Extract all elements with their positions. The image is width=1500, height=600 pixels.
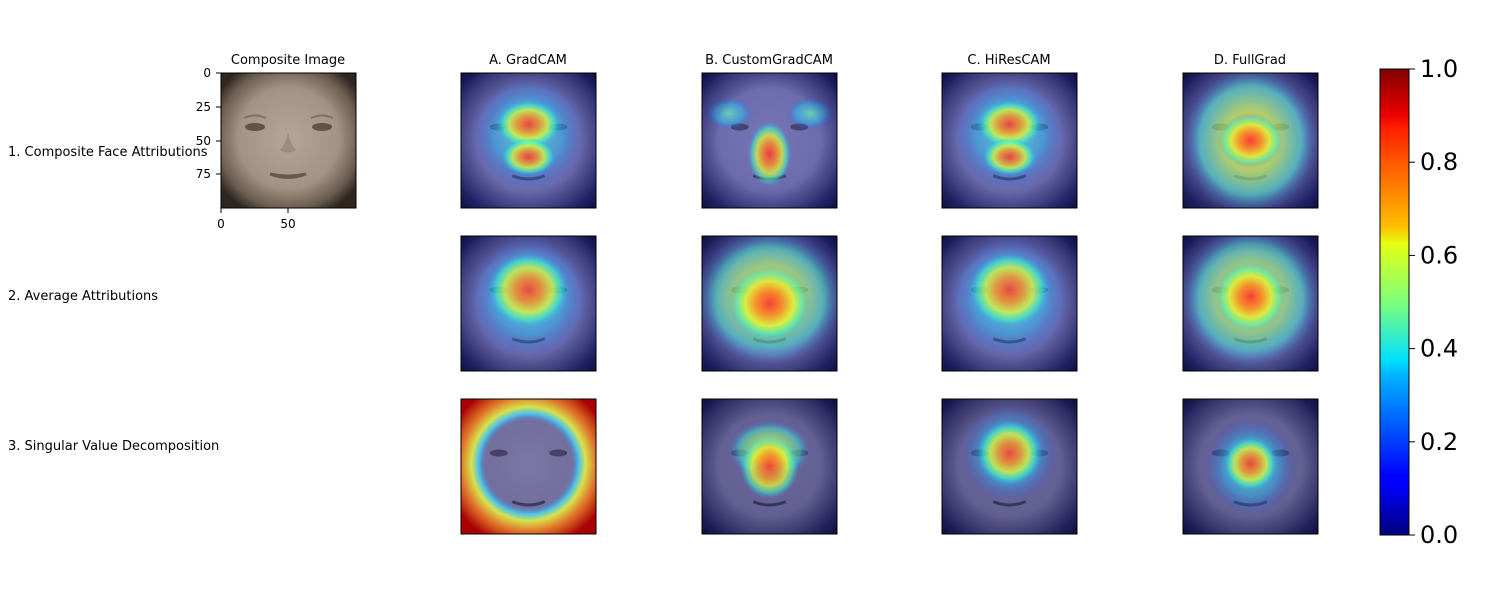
heatmap-panel-r3-a [460,398,597,535]
heatmap-panel-r1-d [1182,72,1319,209]
heatmap-panel-r3-c [941,398,1078,535]
heatmap-panel-r1-a [460,72,597,209]
composite-title: Composite Image [231,53,345,68]
heatmap-panel-r2-b [701,235,838,372]
heatmap-panel-r2-d [1182,235,1319,372]
colorbar-tick-label: 0.6 [1420,241,1458,269]
colorbar-tick-label: 0.8 [1420,148,1458,176]
column-title-customgradcam: B. CustomGradCAM [705,53,833,68]
colorbar-tick-label: 1.0 [1420,55,1458,83]
column-title-fullgrad: D. FullGrad [1214,53,1286,68]
colorbar-ticks: 0.0 0.2 0.4 0.6 0.8 1.0 [1409,55,1458,549]
x-tick-label: 50 [280,217,295,231]
column-title-gradcam: A. GradCAM [489,53,567,68]
colorbar-tick-label: 0.0 [1420,521,1458,549]
composite-image-panel: 0 25 50 75 0 50 [196,66,357,231]
row-label-average: 2. Average Attributions [8,289,158,304]
colorbar-tick-label: 0.4 [1420,335,1458,363]
colorbar-gradient [1379,68,1410,536]
heatmap-panel-r1-b [701,72,838,209]
heatmap-panel-r3-b [701,398,838,535]
composite-face [243,114,334,179]
x-tick-label: 0 [217,217,225,231]
y-tick-label: 25 [196,100,211,114]
heatmap-panel-r2-c [941,235,1078,372]
heat-blob [461,399,596,534]
y-tick-label: 50 [196,134,211,148]
heatmap-panels [460,72,1319,535]
column-title-hirescam: C. HiResCAM [967,53,1050,68]
composite-y-axis: 0 25 50 75 [196,66,221,181]
heatmap-panel-r2-a [460,235,597,372]
heatmap-panel-r1-c [941,72,1078,209]
colorbar-tick-label: 0.2 [1420,428,1458,456]
heatmap-panel-r3-d [1182,398,1319,535]
composite-x-axis: 0 50 [217,208,296,231]
row-label-svd: 3. Singular Value Decomposition [8,439,219,454]
colorbar: 0.0 0.2 0.4 0.6 0.8 1.0 [1379,55,1458,549]
y-tick-label: 75 [196,167,211,181]
row-label-composite-face: 1. Composite Face Attributions [8,145,208,160]
y-tick-label: 0 [203,66,211,80]
